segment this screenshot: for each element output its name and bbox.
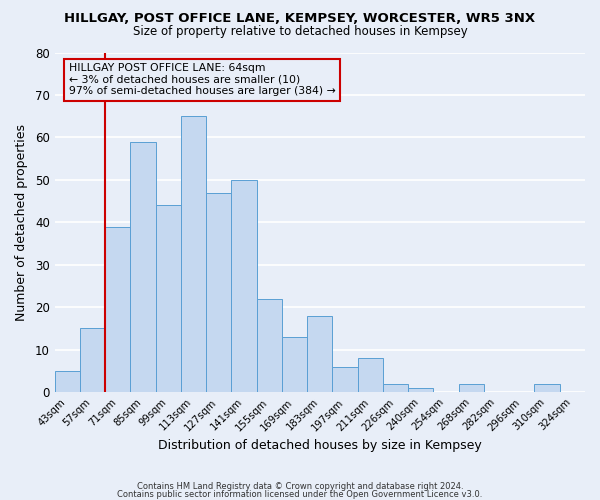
Bar (55, 371, 80, 392)
Bar (535, 384, 560, 392)
Bar (358, 358, 383, 392)
Bar (80, 328, 105, 392)
Bar (105, 226, 130, 392)
Y-axis label: Number of detached properties: Number of detached properties (15, 124, 28, 321)
Text: HILLGAY POST OFFICE LANE: 64sqm
← 3% of detached houses are smaller (10)
97% of : HILLGAY POST OFFICE LANE: 64sqm ← 3% of … (68, 63, 335, 96)
Bar (181, 116, 206, 392)
Bar (130, 142, 155, 392)
X-axis label: Distribution of detached houses by size in Kempsey: Distribution of detached houses by size … (158, 440, 482, 452)
Bar (206, 192, 232, 392)
Bar (383, 384, 408, 392)
Text: Size of property relative to detached houses in Kempsey: Size of property relative to detached ho… (133, 25, 467, 38)
Bar (257, 298, 282, 392)
Bar (282, 337, 307, 392)
Bar (232, 180, 257, 392)
Bar (332, 366, 358, 392)
Text: HILLGAY, POST OFFICE LANE, KEMPSEY, WORCESTER, WR5 3NX: HILLGAY, POST OFFICE LANE, KEMPSEY, WORC… (64, 12, 536, 26)
Bar (408, 388, 433, 392)
Bar (459, 384, 484, 392)
Text: Contains HM Land Registry data © Crown copyright and database right 2024.: Contains HM Land Registry data © Crown c… (137, 482, 463, 491)
Bar (155, 206, 181, 392)
Text: Contains public sector information licensed under the Open Government Licence v3: Contains public sector information licen… (118, 490, 482, 499)
Bar (307, 316, 332, 392)
